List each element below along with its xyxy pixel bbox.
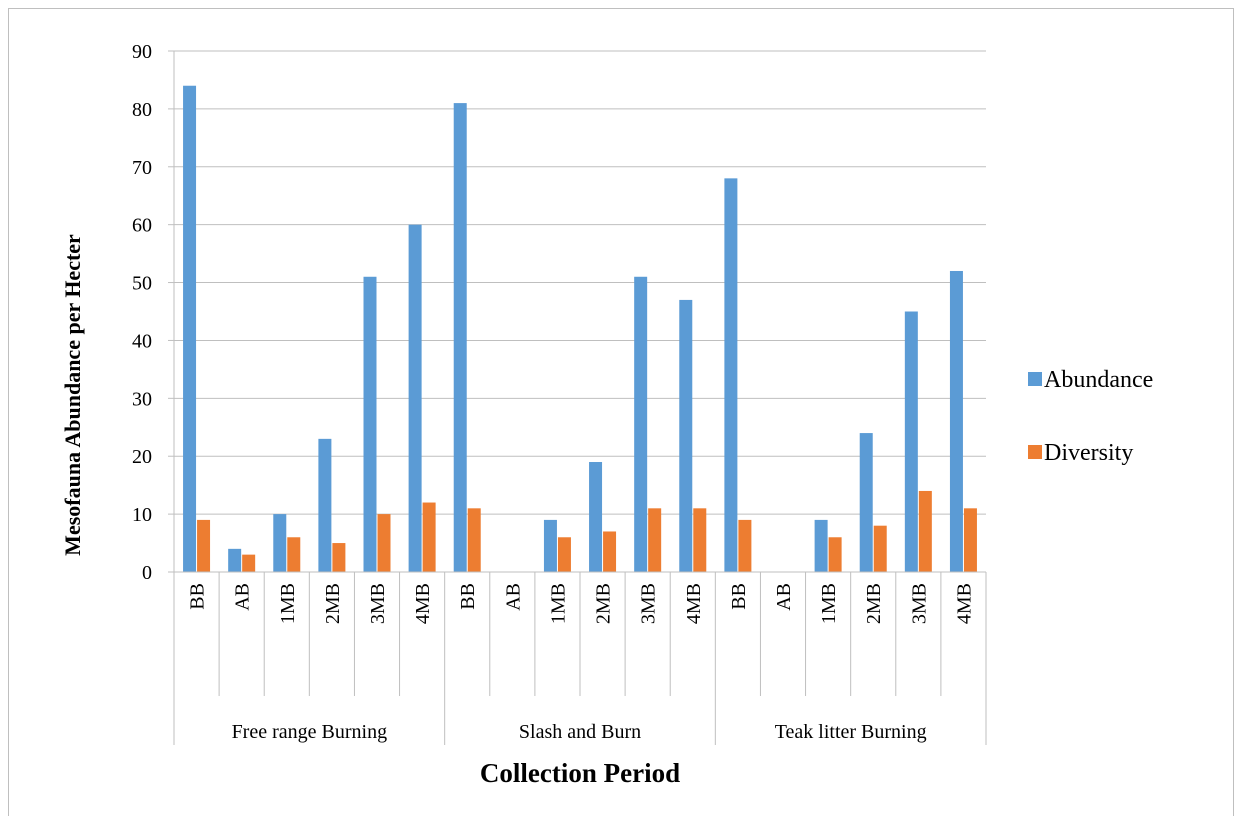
y-tick-label: 70 bbox=[132, 157, 152, 179]
x-tick-label: AB bbox=[502, 583, 524, 611]
bar-abundance-3 bbox=[318, 438, 332, 572]
chart-frame bbox=[8, 8, 1234, 816]
legend-label-diversity: Diversity bbox=[1044, 440, 1133, 466]
bar-diversity-5 bbox=[422, 502, 436, 572]
bar-diversity-16 bbox=[918, 490, 932, 572]
bar-diversity-10 bbox=[648, 508, 662, 572]
bar-abundance-4 bbox=[363, 276, 377, 572]
bar-abundance-11 bbox=[679, 299, 693, 572]
group-label: Slash and Burn bbox=[519, 721, 641, 743]
bar-abundance-15 bbox=[859, 433, 873, 572]
bar-abundance-16 bbox=[904, 311, 918, 572]
x-axis-label: Collection Period bbox=[480, 758, 680, 788]
bar-diversity-17 bbox=[963, 508, 977, 572]
x-tick-label: 4MB bbox=[412, 583, 434, 624]
x-tick-label: 2MB bbox=[593, 583, 615, 624]
x-tick-label: 3MB bbox=[638, 583, 660, 624]
bar-diversity-15 bbox=[873, 525, 887, 572]
bar-diversity-12 bbox=[738, 519, 752, 572]
bar-diversity-2 bbox=[287, 537, 301, 572]
bar-diversity-3 bbox=[332, 543, 346, 572]
bar-abundance-14 bbox=[814, 519, 828, 572]
bar-abundance-12 bbox=[724, 178, 738, 572]
bar-abundance-8 bbox=[543, 519, 557, 572]
bar-abundance-17 bbox=[949, 270, 963, 572]
y-tick-label: 0 bbox=[142, 562, 152, 584]
bar-abundance-10 bbox=[634, 276, 648, 572]
bar-diversity-1 bbox=[242, 554, 256, 572]
x-tick-label: AB bbox=[232, 583, 254, 611]
legend-swatch-diversity bbox=[1028, 445, 1042, 459]
x-tick-label: 2MB bbox=[863, 583, 885, 624]
y-axis-label: Mesofauna Abundance per Hecter bbox=[60, 234, 85, 556]
y-tick-label: 50 bbox=[132, 273, 152, 295]
x-tick-label: BB bbox=[187, 583, 209, 610]
y-tick-label: 80 bbox=[132, 99, 152, 121]
bar-abundance-6 bbox=[453, 103, 467, 572]
bar-abundance-2 bbox=[273, 514, 287, 572]
y-tick-label: 90 bbox=[132, 41, 152, 63]
bar-diversity-4 bbox=[377, 514, 391, 572]
y-tick-label: 30 bbox=[132, 388, 152, 410]
legend-swatch-abundance bbox=[1028, 372, 1042, 386]
bar-diversity-14 bbox=[828, 537, 842, 572]
x-tick-label: BB bbox=[728, 583, 750, 610]
x-tick-label: 1MB bbox=[547, 583, 569, 624]
x-tick-label: 3MB bbox=[908, 583, 930, 624]
x-tick-label: BB bbox=[457, 583, 479, 610]
tick-labels: 0 10 20 30 40 50 60 70 80 90 BB AB 1MB 2MB 3MB 4MB BB AB 1… bbox=[132, 41, 975, 743]
bar-diversity-6 bbox=[467, 508, 481, 572]
axes bbox=[168, 50, 987, 745]
legend: Abundance Diversity bbox=[1028, 367, 1153, 466]
bars bbox=[183, 85, 977, 572]
y-tick-label: 20 bbox=[132, 446, 152, 468]
bar-abundance-5 bbox=[408, 224, 422, 572]
bar-diversity-0 bbox=[197, 519, 211, 572]
group-label: Teak litter Burning bbox=[775, 721, 927, 743]
bar-abundance-1 bbox=[228, 548, 242, 572]
bar-diversity-9 bbox=[603, 531, 617, 572]
y-tick-label: 40 bbox=[132, 330, 152, 352]
x-tick-label: 1MB bbox=[277, 583, 299, 624]
y-tick-label: 10 bbox=[132, 504, 152, 526]
bar-abundance-0 bbox=[183, 85, 197, 572]
bar-diversity-11 bbox=[693, 508, 707, 572]
legend-label-abundance: Abundance bbox=[1044, 367, 1153, 393]
x-tick-label: 4MB bbox=[683, 583, 705, 624]
y-tick-label: 60 bbox=[132, 215, 152, 237]
x-tick-label: 2MB bbox=[322, 583, 344, 624]
group-label: Free range Burning bbox=[232, 721, 388, 743]
x-tick-label: 4MB bbox=[953, 583, 975, 624]
bar-abundance-9 bbox=[589, 462, 603, 572]
bar-diversity-8 bbox=[557, 537, 571, 572]
x-tick-label: AB bbox=[773, 583, 795, 611]
x-tick-label: 3MB bbox=[367, 583, 389, 624]
x-tick-label: 1MB bbox=[818, 583, 840, 624]
gridlines bbox=[174, 50, 986, 515]
